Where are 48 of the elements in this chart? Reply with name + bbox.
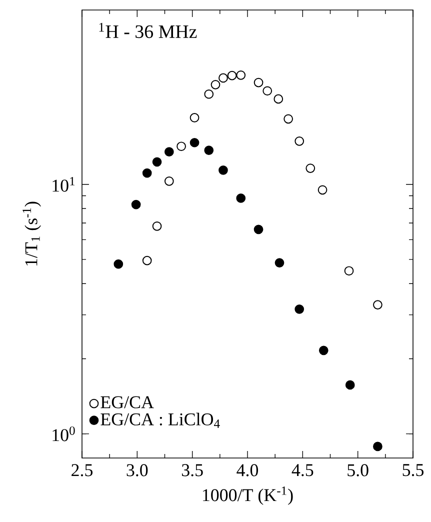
point xyxy=(373,300,382,310)
point xyxy=(204,146,214,155)
point xyxy=(254,78,264,88)
point xyxy=(152,157,162,167)
point xyxy=(218,73,228,83)
x-tick-label: 2.5 xyxy=(72,464,93,476)
point xyxy=(318,185,328,195)
point xyxy=(142,256,152,266)
point xyxy=(152,221,162,231)
legend-label: EG/CA : LiClO$_{4}$ xyxy=(100,412,220,428)
point xyxy=(318,346,328,356)
point xyxy=(164,147,174,157)
point xyxy=(190,113,200,122)
point xyxy=(227,70,237,80)
point xyxy=(274,94,284,104)
y-tick-label: 10$^{0}$ xyxy=(52,426,75,442)
point xyxy=(274,258,284,268)
point xyxy=(294,136,304,146)
point xyxy=(306,164,316,173)
point xyxy=(204,89,214,99)
point xyxy=(142,168,152,178)
point xyxy=(345,380,355,390)
point xyxy=(190,138,200,148)
y-tick-label: 10$^{1}$ xyxy=(52,177,75,192)
x-tick-label: 4.0 xyxy=(236,464,258,476)
point xyxy=(262,86,272,96)
x-tick-label: 4.5 xyxy=(292,464,314,476)
x-tick-label: 3.5 xyxy=(182,464,203,476)
point xyxy=(284,114,294,124)
point xyxy=(236,70,246,80)
point xyxy=(344,266,354,276)
point xyxy=(294,304,304,314)
point xyxy=(131,200,141,210)
point xyxy=(114,259,124,269)
point xyxy=(373,442,382,452)
point xyxy=(254,224,264,234)
legend-label: EG/CA xyxy=(100,396,154,408)
point xyxy=(210,80,220,90)
point xyxy=(236,194,246,203)
y-axis-title: 1/T$_{1}$ (s$^{-1}$) xyxy=(22,202,41,266)
x-axis-title: 1000/T (K$^{-1}$) xyxy=(203,486,293,505)
point xyxy=(176,142,186,152)
x-tick-label: 5.0 xyxy=(348,464,368,476)
x-tick-label: 5.5 xyxy=(402,464,424,476)
x-tick-label: 3.0 xyxy=(126,464,148,476)
point xyxy=(164,176,174,186)
point xyxy=(218,165,228,175)
annotation: $^{1}$H - 36 MHz xyxy=(99,22,197,38)
